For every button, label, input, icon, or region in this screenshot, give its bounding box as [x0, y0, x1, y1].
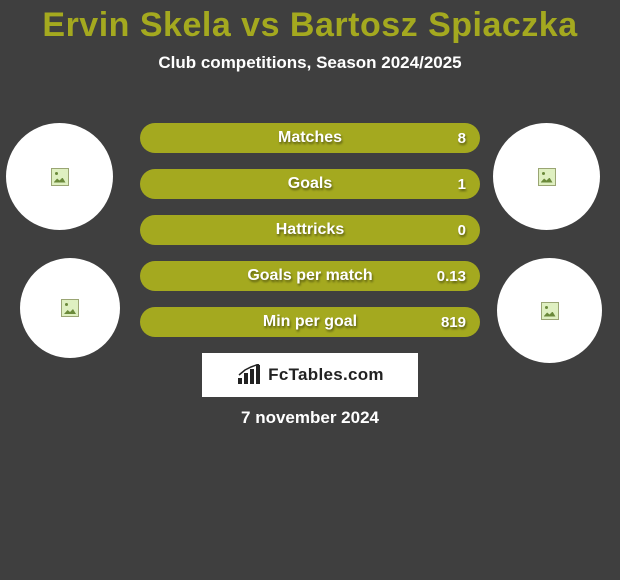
stat-bar: Matches 8	[140, 123, 480, 153]
stat-bar: Hattricks 0	[140, 215, 480, 245]
stat-bar: Goals 1	[140, 169, 480, 199]
comparison-title: Ervin Skela vs Bartosz Spiaczka	[0, 0, 620, 45]
stat-value: 8	[458, 130, 466, 147]
stat-value: 0.13	[437, 268, 466, 285]
broken-image-icon	[51, 168, 69, 186]
bar-chart-icon	[236, 364, 262, 386]
stat-label: Min per goal	[140, 313, 480, 331]
stat-label: Goals per match	[140, 267, 480, 285]
badge-right-bottom	[497, 258, 602, 363]
stat-label: Matches	[140, 129, 480, 147]
stat-label: Goals	[140, 175, 480, 193]
stat-bar: Goals per match 0.13	[140, 261, 480, 291]
broken-image-icon	[61, 299, 79, 317]
comparison-subtitle: Club competitions, Season 2024/2025	[0, 53, 620, 73]
snapshot-date: 7 november 2024	[0, 408, 620, 428]
stat-bar: Min per goal 819	[140, 307, 480, 337]
badge-left-bottom	[20, 258, 120, 358]
badge-left-top	[6, 123, 113, 230]
watermark-text: FcTables.com	[268, 365, 384, 385]
broken-image-icon	[538, 168, 556, 186]
stat-value: 0	[458, 222, 466, 239]
badge-right-top	[493, 123, 600, 230]
watermark: FcTables.com	[202, 353, 418, 397]
stats-bars: Matches 8 Goals 1 Hattricks 0 Goals per …	[140, 123, 480, 353]
stat-value: 1	[458, 176, 466, 193]
stat-value: 819	[441, 314, 466, 331]
broken-image-icon	[541, 302, 559, 320]
stat-label: Hattricks	[140, 221, 480, 239]
